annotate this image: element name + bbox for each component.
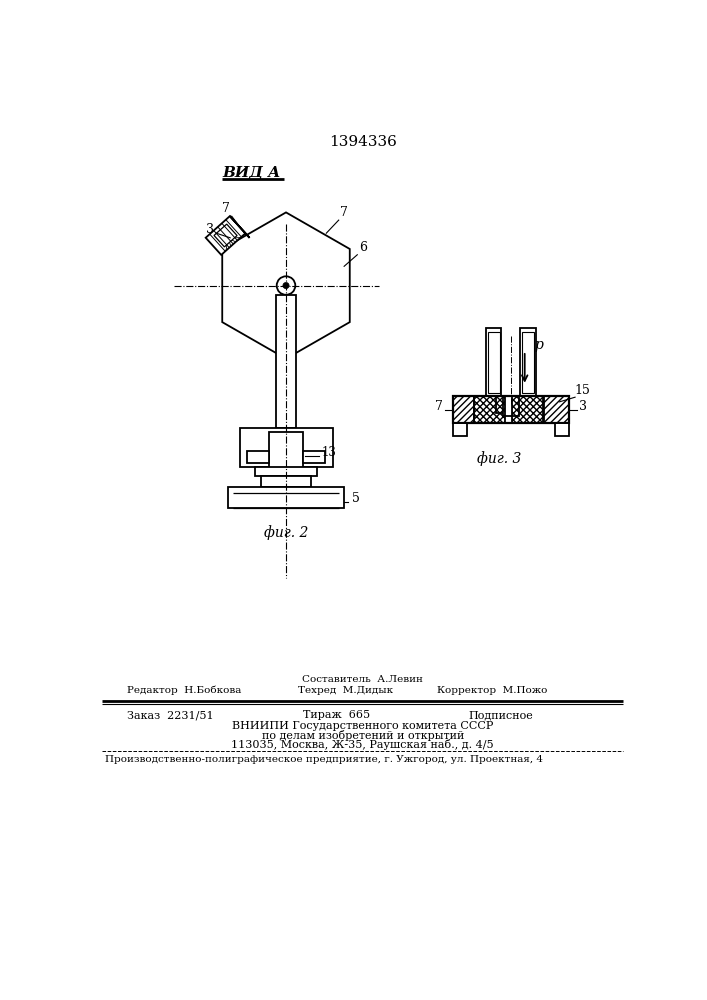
- Text: 13: 13: [321, 446, 336, 459]
- Bar: [255, 466, 317, 476]
- Circle shape: [283, 282, 289, 289]
- Text: 7: 7: [435, 400, 443, 413]
- Text: 1394336: 1394336: [329, 135, 397, 149]
- Bar: [247, 451, 269, 463]
- Text: Редактор  Н.Бобкова: Редактор Н.Бобкова: [127, 686, 242, 695]
- Text: Тираж  665: Тираж 665: [303, 710, 370, 720]
- Polygon shape: [230, 216, 250, 238]
- Bar: [496, 396, 513, 413]
- Text: 15: 15: [575, 384, 591, 397]
- Bar: [452, 396, 569, 423]
- Bar: [276, 295, 296, 428]
- Text: 7: 7: [221, 202, 230, 215]
- Bar: [503, 396, 518, 416]
- Bar: [522, 332, 534, 393]
- Text: Техред  М.Дидык: Техред М.Дидык: [298, 686, 393, 695]
- Text: Заказ  2231/51: Заказ 2231/51: [127, 710, 214, 720]
- Text: р: р: [534, 338, 543, 352]
- Bar: [555, 423, 569, 436]
- Text: Корректор  М.Пожо: Корректор М.Пожо: [437, 686, 547, 695]
- Text: 113035, Москва, Ж-35, Раушская наб., д. 4/5: 113035, Москва, Ж-35, Раушская наб., д. …: [231, 739, 494, 750]
- Text: ВИД А: ВИД А: [222, 165, 280, 179]
- Bar: [269, 432, 303, 486]
- Text: 5: 5: [352, 492, 360, 505]
- Bar: [240, 428, 332, 466]
- Text: 7: 7: [340, 206, 348, 219]
- Bar: [303, 451, 325, 463]
- Text: Составитель  А.Левин: Составитель А.Левин: [303, 675, 423, 684]
- Text: фиг. 3: фиг. 3: [477, 451, 521, 466]
- Text: фиг. 2: фиг. 2: [264, 525, 308, 540]
- Polygon shape: [206, 216, 245, 255]
- Bar: [261, 476, 311, 487]
- Bar: [544, 396, 569, 423]
- Text: Производственно-полиграфическое предприятие, г. Ужгород, ул. Проектная, 4: Производственно-полиграфическое предприя…: [105, 755, 544, 764]
- Text: 6: 6: [359, 241, 368, 254]
- Bar: [513, 396, 543, 423]
- Bar: [486, 328, 501, 397]
- Bar: [488, 332, 500, 393]
- Bar: [228, 487, 344, 508]
- Bar: [452, 396, 474, 423]
- Bar: [520, 328, 535, 397]
- Bar: [452, 423, 467, 436]
- Bar: [452, 396, 569, 423]
- Text: 3: 3: [206, 223, 214, 236]
- Bar: [474, 396, 506, 423]
- Text: ВНИИПИ Государственного комитета СССР: ВНИИПИ Государственного комитета СССР: [232, 721, 493, 731]
- Text: по делам изобретений и открытий: по делам изобретений и открытий: [262, 730, 464, 741]
- Text: Подписное: Подписное: [468, 710, 533, 720]
- Text: 3: 3: [579, 400, 587, 413]
